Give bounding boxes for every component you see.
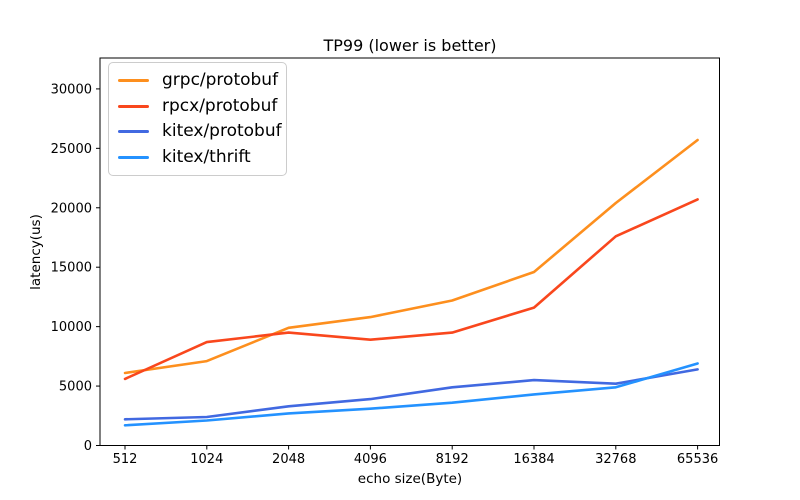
x-tick-label: 1024 [190, 452, 223, 467]
x-tick-label: 4096 [354, 452, 387, 467]
x-axis-label: echo size(Byte) [357, 471, 463, 487]
axes-spines [99, 57, 720, 446]
x-tick-label: 32768 [595, 452, 636, 467]
x-tick-label: 2048 [272, 452, 305, 467]
legend-item: kitex/thrift [109, 146, 286, 167]
legend-label: kitex/protobuf [162, 121, 282, 142]
y-axis-label: latency(us) [28, 214, 44, 290]
y-tick-label: 30000 [51, 82, 92, 97]
legend-line-swatch [118, 104, 149, 108]
x-tick-label: 16384 [513, 452, 554, 467]
chart-title: TP99 (lower is better) [323, 36, 497, 55]
legend-line-swatch [118, 79, 149, 83]
legend-item: rpcx/protobuf [109, 95, 286, 116]
y-tick-label: 10000 [51, 320, 92, 335]
series-line-grpc-protobuf [123, 138, 699, 375]
legend-line-swatch [118, 155, 149, 159]
y-tick-label: 5000 [59, 380, 92, 395]
x-tick-label: 8192 [436, 452, 469, 467]
x-tick-label: 512 [113, 452, 138, 467]
y-tick-label: 20000 [51, 201, 92, 216]
legend-label: grpc/protobuf [162, 70, 279, 91]
legend-label: kitex/thrift [162, 146, 251, 167]
legend-label: rpcx/protobuf [162, 95, 278, 116]
y-tick-label: 0 [84, 439, 92, 454]
legend-item: grpc/protobuf [109, 72, 286, 89]
legend-line-swatch [118, 130, 149, 134]
y-tick-label: 25000 [51, 142, 92, 157]
legend-box: grpc/protobuf rpcx/protobuf kitex/protobuf… [108, 62, 287, 176]
series-line-kitex-thrift [123, 362, 699, 427]
series-line-kitex-protobuf [123, 368, 699, 421]
x-tick-label: 65536 [677, 452, 718, 467]
legend-item: kitex/protobuf [109, 123, 286, 140]
y-tick-label: 15000 [51, 261, 92, 276]
series-line-rpcx-protobuf [123, 198, 699, 381]
